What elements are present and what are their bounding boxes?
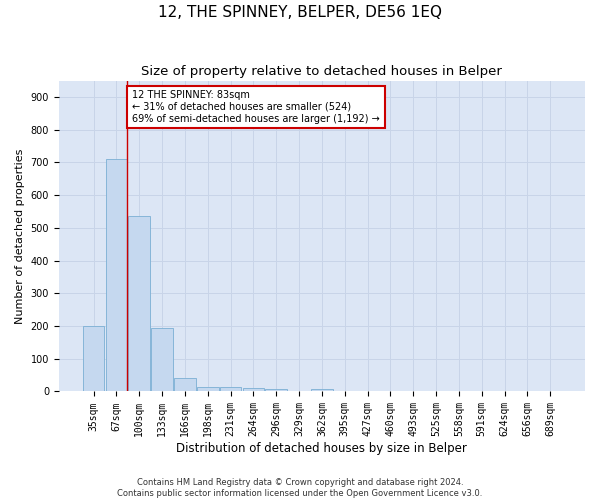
Bar	[220, 387, 241, 392]
Y-axis label: Number of detached properties: Number of detached properties	[15, 148, 25, 324]
Bar	[311, 389, 333, 392]
Text: Contains HM Land Registry data © Crown copyright and database right 2024.
Contai: Contains HM Land Registry data © Crown c…	[118, 478, 482, 498]
Bar	[106, 159, 127, 392]
Bar	[174, 378, 196, 392]
X-axis label: Distribution of detached houses by size in Belper: Distribution of detached houses by size …	[176, 442, 467, 455]
Text: 12 THE SPINNEY: 83sqm
← 31% of detached houses are smaller (524)
69% of semi-det: 12 THE SPINNEY: 83sqm ← 31% of detached …	[132, 90, 380, 124]
Bar	[151, 328, 173, 392]
Bar	[265, 389, 287, 392]
Bar	[197, 386, 218, 392]
Bar	[242, 388, 264, 392]
Bar	[128, 216, 150, 392]
Title: Size of property relative to detached houses in Belper: Size of property relative to detached ho…	[142, 65, 502, 78]
Text: 12, THE SPINNEY, BELPER, DE56 1EQ: 12, THE SPINNEY, BELPER, DE56 1EQ	[158, 5, 442, 20]
Bar	[83, 326, 104, 392]
